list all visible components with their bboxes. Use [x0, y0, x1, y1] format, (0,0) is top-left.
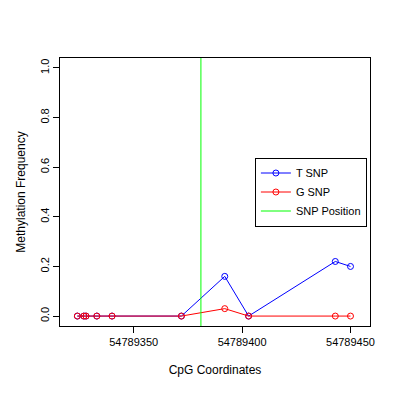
- svg-text:CpG Coordinates: CpG Coordinates: [169, 363, 262, 377]
- svg-text:0.8: 0.8: [39, 108, 51, 123]
- svg-text:0.0: 0.0: [39, 307, 51, 322]
- svg-text:T SNP: T SNP: [296, 167, 328, 179]
- svg-text:54789350: 54789350: [109, 336, 158, 348]
- svg-text:0.4: 0.4: [39, 208, 51, 223]
- svg-text:54789450: 54789450: [326, 336, 375, 348]
- svg-text:0.6: 0.6: [39, 158, 51, 173]
- svg-text:54789400: 54789400: [218, 336, 267, 348]
- svg-text:G SNP: G SNP: [296, 186, 330, 198]
- svg-text:SNP Position: SNP Position: [296, 205, 361, 217]
- svg-text:0.2: 0.2: [39, 257, 51, 272]
- svg-text:Methylation Frequency: Methylation Frequency: [14, 131, 28, 252]
- svg-text:1.0: 1.0: [39, 59, 51, 74]
